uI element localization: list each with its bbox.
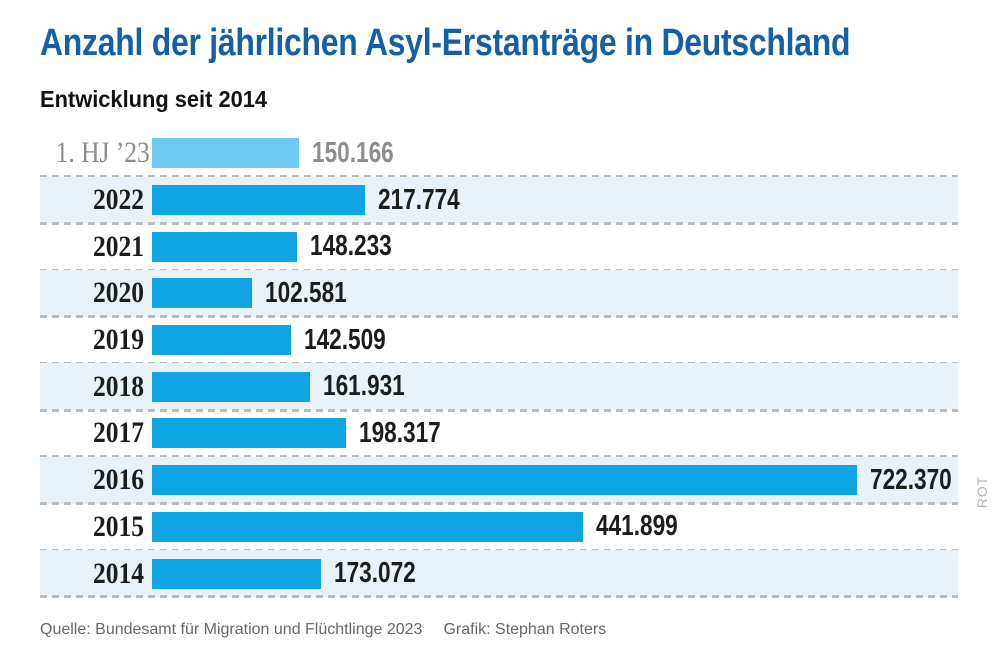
value-bar — [152, 325, 292, 356]
watermark-rot: ROT — [974, 475, 990, 509]
value-bar — [152, 418, 346, 449]
value-label: 142.509 — [304, 323, 386, 356]
chart-row-2020: 2020 102.581 — [40, 270, 958, 318]
value-label: 150.166 — [311, 136, 394, 169]
row-year-label: 2022 — [93, 183, 144, 217]
value-bar — [152, 511, 584, 542]
source-credit: Quelle: Bundesamt für Migration und Flüc… — [40, 621, 423, 638]
chart-row-2015: 2015 441.899 — [40, 504, 958, 552]
chart-row-2019: 2019 142.509 — [40, 317, 958, 365]
chart-row-2021: 2021 148.233 — [40, 223, 958, 272]
value-bar — [152, 185, 365, 216]
value-label: 173.072 — [333, 557, 416, 590]
value-label: 217.774 — [377, 183, 460, 216]
row-year-label: 2017 — [93, 416, 144, 450]
row-year-label: 2016 — [93, 463, 144, 497]
value-label: 161.931 — [323, 370, 405, 403]
chart-row-2016: 2016 722.370 — [40, 456, 958, 505]
chart-row-2017: 2017 198.317 — [40, 410, 958, 458]
value-bar — [152, 371, 310, 402]
chart-row-2022: 2022 217.774 — [40, 176, 958, 225]
bar-chart: 1. HJ ’23 150.166 2022 217.774 2021 148.233 20… — [40, 130, 958, 599]
row-year-label: 2021 — [93, 229, 144, 263]
value-bar — [152, 278, 253, 309]
value-bar — [152, 138, 299, 169]
row-year-label: 2018 — [93, 369, 144, 403]
page-title: Anzahl der jährlichen Asyl-Erstanträge i… — [40, 22, 851, 64]
chart-rows: 1. HJ ’23 150.166 2022 217.774 2021 148.233 20… — [40, 130, 958, 599]
chart-row-hj1-23: 1. HJ ’23 150.166 — [40, 130, 958, 178]
row-year-label: 1. HJ ’23 — [55, 136, 150, 170]
value-label: 198.317 — [358, 416, 441, 449]
row-year-label: 2020 — [93, 276, 144, 310]
graphic-credit: Grafik: Stephan Roters — [443, 621, 607, 638]
value-bar — [152, 465, 857, 496]
row-year-label: 2015 — [93, 509, 144, 543]
page-subtitle: Entwicklung seit 2014 — [40, 86, 268, 112]
row-year-label: 2014 — [93, 556, 144, 590]
value-bar — [152, 231, 297, 262]
value-bar — [152, 558, 321, 589]
chart-row-2014: 2014 173.072 — [40, 550, 958, 599]
value-label: 102.581 — [265, 276, 347, 309]
value-label: 722.370 — [870, 463, 952, 496]
row-year-label: 2019 — [93, 323, 144, 357]
value-label: 441.899 — [596, 510, 679, 543]
value-label: 148.233 — [309, 230, 392, 263]
footer: Quelle: Bundesamt für Migration und Flüc… — [40, 621, 606, 639]
chart-row-2018: 2018 161.931 — [40, 363, 958, 412]
